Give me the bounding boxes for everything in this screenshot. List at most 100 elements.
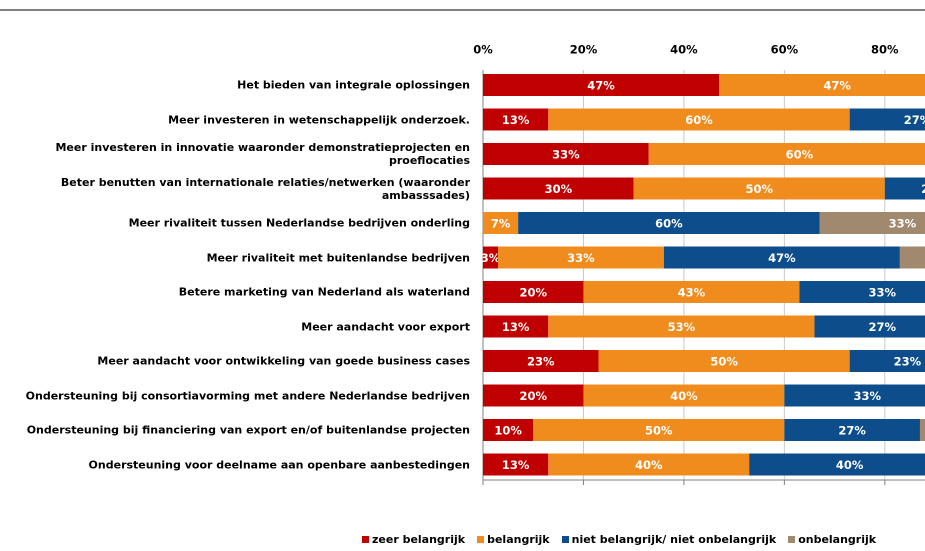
bar-segment: [814, 315, 925, 338]
bar-segment: [919, 419, 925, 441]
bar-segment: [483, 108, 549, 131]
bar-segment: [719, 74, 925, 96]
value-label: 27%: [904, 113, 925, 127]
value-label: 47%: [587, 79, 615, 93]
legend-item: onbelangrijk: [788, 533, 876, 546]
value-label: 40%: [836, 458, 864, 472]
bar-segment: [483, 350, 599, 372]
category-label: Meer investeren in innovatie waaronder d…: [55, 141, 470, 167]
value-label: 20%: [921, 182, 925, 196]
x-tick-label: 80%: [871, 43, 899, 57]
x-tick-label: 0%: [473, 43, 493, 57]
value-label: 47%: [823, 79, 851, 93]
category-label: Meer investeren in wetenschappelijk onde…: [168, 113, 470, 126]
x-tick-label: 20%: [570, 43, 598, 57]
category-label: Ondersteuning bij financiering van expor…: [26, 423, 470, 437]
bar-segment: [749, 453, 925, 476]
category-label: Meer aandacht voor ontwikkeling van goed…: [97, 354, 470, 368]
bar-segment: [598, 350, 850, 372]
value-label: 40%: [635, 458, 663, 472]
value-label: 7%: [491, 217, 511, 231]
bar-segment: [483, 246, 499, 269]
bar-segment: [784, 419, 920, 441]
value-label: 40%: [670, 389, 698, 403]
legend-swatch: [788, 536, 796, 543]
category-label: Ondersteuning voor deelname aan openbare…: [88, 458, 470, 471]
value-label: 10%: [494, 424, 522, 438]
bar-segment: [633, 177, 885, 200]
bar-segment: [849, 350, 925, 372]
bar-segment: [583, 281, 800, 303]
value-label: 33%: [889, 217, 917, 231]
bar-segment: [483, 74, 720, 96]
category-label: Beter benutten van internationale relati…: [60, 175, 470, 202]
legend-swatch: [362, 536, 369, 543]
bar-segment: [899, 246, 925, 269]
bar-segment: [498, 246, 664, 269]
value-label: 13%: [502, 320, 530, 334]
category-label: Het bieden van integrale oplossingen: [237, 78, 470, 92]
bar-segment: [548, 453, 750, 476]
value-label: 30%: [545, 182, 573, 196]
bar-segment: [663, 246, 900, 269]
bar-segment: [884, 177, 925, 200]
value-label: 13%: [502, 458, 530, 472]
bar-segment: [483, 143, 649, 165]
bar-segment: [819, 212, 925, 234]
bar-segment: [483, 281, 584, 303]
value-label: 27%: [838, 424, 866, 438]
value-label: 50%: [645, 424, 673, 438]
bar-segment: [483, 212, 519, 234]
value-label: 60%: [786, 148, 814, 162]
legend-item: niet belangrijk/ niet onbelangrijk: [561, 533, 777, 546]
bar-segment: [483, 419, 534, 441]
legend-item: zeer belangrijk: [362, 533, 465, 546]
value-label: 33%: [869, 286, 897, 300]
x-tick-label: 40%: [670, 43, 698, 57]
bar-segment: [483, 453, 549, 476]
legend-swatch: [561, 536, 569, 543]
bar-segment: [533, 419, 785, 441]
category-label: Betere marketing van Nederland als water…: [178, 285, 470, 299]
bar-segment: [799, 281, 925, 303]
value-label: 33%: [567, 251, 595, 265]
value-label: 47%: [768, 251, 796, 265]
bar-segment: [849, 108, 925, 131]
bar-segment: [483, 384, 584, 407]
category-label: Ondersteuning bij consortiavorming met a…: [25, 389, 470, 402]
value-label: 60%: [685, 113, 713, 127]
category-label: Meer rivaliteit tussen Nederlandse bedri…: [128, 216, 470, 230]
x-tick-label: 60%: [771, 43, 799, 57]
legend-label: zeer belangrijk: [372, 533, 466, 546]
value-label: 33%: [552, 148, 580, 162]
value-label: 50%: [710, 355, 738, 369]
value-label: 20%: [519, 286, 547, 300]
bar-segment: [483, 177, 634, 200]
bar-segment: [548, 315, 815, 338]
value-label: 23%: [894, 355, 922, 369]
legend-item: belangrijk: [477, 533, 550, 546]
value-label: 27%: [869, 320, 897, 334]
value-label: 50%: [745, 182, 773, 196]
value-label: 23%: [527, 355, 555, 369]
bar-segment: [784, 384, 925, 407]
category-label: Meer aandacht voor export: [301, 320, 470, 333]
value-label: 53%: [668, 320, 696, 334]
value-label: 20%: [519, 389, 547, 403]
value-label: 60%: [655, 217, 683, 231]
value-label: 33%: [853, 389, 881, 403]
legend-label: onbelangrijk: [798, 533, 877, 546]
value-label: 3%: [481, 251, 501, 265]
category-label: Meer rivaliteit met buitenlandse bedrijv…: [206, 251, 470, 264]
bar-segment: [548, 108, 850, 131]
legend: zeer belangrijk belangrijk niet belangrijk…: [362, 533, 888, 546]
legend-swatch: [477, 536, 485, 543]
bar-segment: [483, 315, 549, 338]
value-label: 13%: [502, 113, 530, 127]
bar-segment: [518, 212, 820, 234]
legend-label: niet belangrijk/ niet onbelangrijk: [571, 533, 777, 546]
value-label: 43%: [678, 286, 706, 300]
bar-segment: [583, 384, 785, 407]
